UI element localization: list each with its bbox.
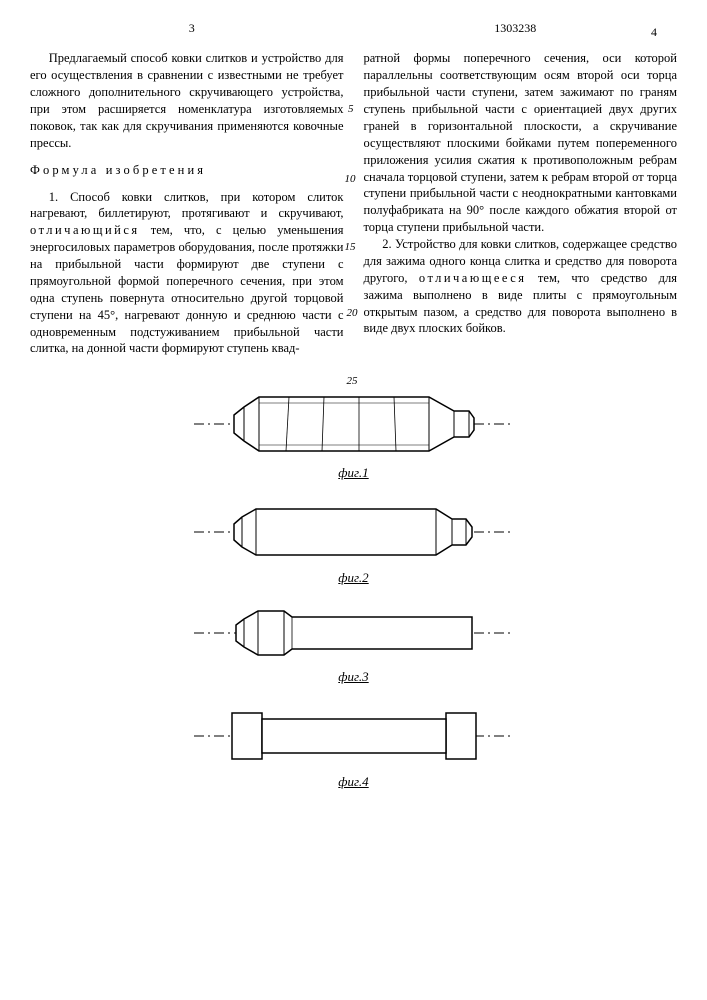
text-columns: 5 10 15 20 25 Предлагаемый способ ковки … — [30, 50, 677, 357]
figure-4: фиг.4 — [30, 701, 677, 791]
figure-2-label: фиг.2 — [30, 569, 677, 587]
figure-1-label: фиг.1 — [30, 464, 677, 482]
end-block-left — [232, 713, 262, 759]
paragraph-claim-1: 1. Способ ковки слитков, при котором сли… — [30, 189, 344, 358]
figure-3: фиг.3 — [30, 601, 677, 686]
line-number: 5 — [348, 102, 354, 117]
ingot-outline — [234, 397, 474, 451]
figure-1-svg — [184, 387, 524, 462]
claim1-text-c: тем, что, с целью уменьшения энергосилов… — [30, 223, 344, 355]
figure-4-label: фиг.4 — [30, 773, 677, 791]
line-number: 10 — [345, 172, 356, 187]
line-number: 20 — [347, 306, 358, 321]
figures-section: фиг.1 фиг.2 фиг.3 — [30, 387, 677, 790]
paragraph-claim-2: 2. Устройство для ковки слитков, содержа… — [364, 236, 678, 337]
figure-1: фиг.1 — [30, 387, 677, 482]
shaft-body — [262, 719, 446, 753]
formula-title: Формула изобретения — [30, 162, 344, 179]
paragraph-intro: Предлагаемый способ ковки слитков и устр… — [30, 50, 344, 151]
drawn-outline — [236, 611, 472, 655]
figure-3-label: фиг.3 — [30, 668, 677, 686]
claim2-distinguishing: отличающееся — [419, 271, 527, 285]
figure-2: фиг.2 — [30, 497, 677, 587]
line-number: 25 — [347, 374, 358, 389]
figure-3-svg — [184, 601, 524, 666]
column-right: ратной формы поперечного сечения, оси ко… — [364, 50, 678, 357]
paragraph-claim-1-cont: ратной формы поперечного сечения, оси ко… — [364, 50, 678, 236]
claim1-text-a: 1. Способ ковки слитков, при котором сли… — [30, 190, 344, 221]
claim1-distinguishing: отличающийся — [30, 223, 140, 237]
page-number-right: 4 — [344, 24, 678, 40]
figure-4-svg — [184, 701, 524, 771]
column-left: 5 10 15 20 25 Предлагаемый способ ковки … — [30, 50, 344, 357]
end-block-right — [446, 713, 476, 759]
header-row-right: 4 — [30, 24, 677, 40]
line-number: 15 — [345, 240, 356, 255]
figure-2-svg — [184, 497, 524, 567]
